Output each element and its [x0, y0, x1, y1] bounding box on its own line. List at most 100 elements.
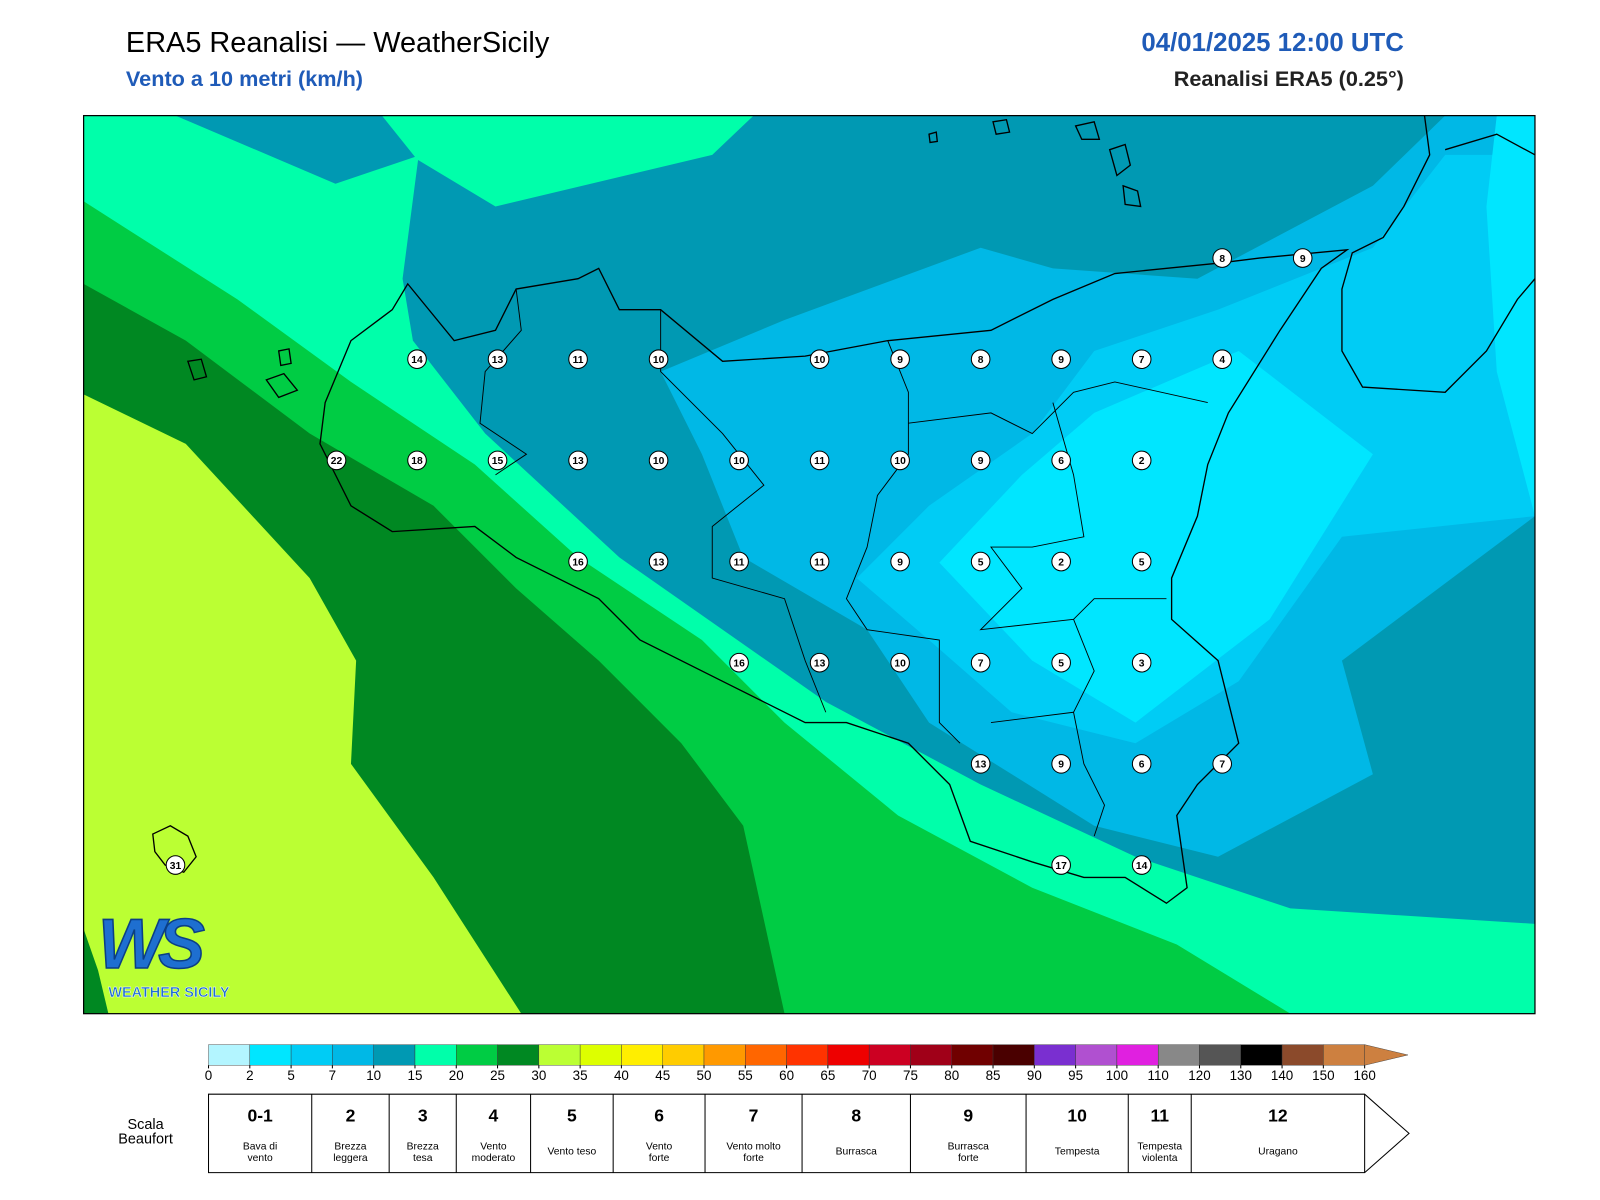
- station-value: 2: [1139, 456, 1145, 467]
- beaufort-desc: forte: [958, 1153, 979, 1164]
- station-value: 15: [492, 456, 504, 467]
- colorbar-bin: [910, 1044, 952, 1066]
- beaufort-desc: Burrasca: [948, 1142, 990, 1153]
- wind-field: [1486, 115, 1535, 517]
- coastline: [152, 115, 1535, 905]
- station-value: 11: [573, 355, 584, 366]
- colorbar-tick-label: 50: [697, 1068, 712, 1083]
- beaufort-label: Scala: [127, 1117, 164, 1133]
- colorbar-tick-label: 30: [531, 1068, 546, 1083]
- colorbar-bin: [249, 1044, 292, 1066]
- station-value: 10: [894, 658, 906, 669]
- station-marker: [165, 855, 186, 875]
- colorbar-tick-label: 70: [862, 1068, 877, 1083]
- colorbar-bin: [621, 1044, 663, 1066]
- station-value: 10: [653, 355, 665, 366]
- station-value: 5: [978, 557, 984, 568]
- station-marker: [890, 551, 910, 572]
- beaufort-desc: leggera: [333, 1153, 368, 1164]
- station-marker: [890, 450, 910, 471]
- station-value: 13: [814, 658, 826, 669]
- wind-field: [939, 350, 1373, 723]
- station-marker: [1131, 652, 1152, 673]
- station-marker: [809, 349, 830, 370]
- station-value: 10: [733, 456, 745, 467]
- station-value: 9: [897, 355, 903, 366]
- colorbar-tick-label: 130: [1230, 1068, 1252, 1083]
- colorbar-tick-label: 20: [449, 1068, 464, 1083]
- station-marker: [1131, 551, 1152, 572]
- colorbar-bin: [745, 1044, 787, 1066]
- colorbar: 0 2 5 7 10 15 20 25 30 35 40 45 50 55 60 65 70 75 80 85 90 95…: [205, 1044, 1409, 1083]
- station-marker: [568, 349, 588, 370]
- beaufort-desc: vento: [248, 1153, 273, 1164]
- colorbar-tick-label: 35: [573, 1068, 588, 1083]
- station-value: 7: [978, 658, 984, 669]
- colorbar-tick-label: 25: [490, 1068, 505, 1083]
- station-value: 10: [814, 355, 826, 366]
- beaufort-force: 3: [418, 1106, 428, 1126]
- station-marker: [729, 450, 749, 471]
- map-frame: [82, 114, 1536, 1015]
- colorbar-bin: [579, 1044, 622, 1066]
- colorbar-tick-label: 110: [1148, 1068, 1169, 1083]
- colorbar-tick-label: 80: [944, 1068, 959, 1083]
- colorbar-bin: [290, 1044, 333, 1066]
- station-marker: [1292, 248, 1313, 268]
- colorbar-tick-label: 0: [205, 1068, 212, 1083]
- station-value: 8: [1219, 254, 1225, 265]
- colorbar-tick-label: 65: [820, 1068, 835, 1083]
- station-marker: [407, 450, 427, 471]
- station-marker: [407, 349, 427, 370]
- station-marker: [890, 349, 910, 370]
- station-marker: [970, 652, 991, 673]
- colorbar-tick-label: 150: [1312, 1068, 1334, 1083]
- beaufort-desc: tesa: [413, 1153, 433, 1164]
- beaufort-force: 2: [346, 1106, 356, 1126]
- station-marker: [729, 652, 749, 673]
- beaufort-desc: Brezza: [334, 1142, 366, 1153]
- colorbar-tick-label: 15: [408, 1068, 423, 1083]
- colorbar-extension: [1364, 1044, 1409, 1066]
- station-marker: [648, 349, 669, 370]
- beaufort-force: 7: [749, 1106, 759, 1126]
- station-value: 9: [1300, 254, 1306, 265]
- beaufort-desc: Tempesta: [1055, 1147, 1100, 1158]
- colorbar-bin: [1116, 1044, 1159, 1066]
- beaufort-desc: Vento teso: [547, 1147, 596, 1158]
- station-marker: [970, 349, 991, 370]
- station-marker: [326, 450, 347, 471]
- station-marker: [1131, 450, 1152, 471]
- wind-field: [83, 394, 522, 1014]
- colorbar-bin: [1157, 1044, 1200, 1066]
- station-marker: [1131, 349, 1152, 370]
- colorbar-bin: [1323, 1044, 1365, 1066]
- station-value: 11: [734, 557, 745, 568]
- station-value: 9: [1058, 355, 1064, 366]
- station-value: 11: [814, 557, 825, 568]
- station-marker: [970, 754, 991, 774]
- station-marker: [809, 551, 830, 572]
- beaufort-force: 11: [1150, 1106, 1169, 1126]
- colorbar-bin: [1281, 1044, 1324, 1066]
- station-value: 16: [733, 658, 745, 669]
- colorbar-tick-label: 40: [614, 1068, 629, 1083]
- colorbar-tick-label: 2: [246, 1068, 253, 1083]
- wind-field: [83, 929, 109, 1014]
- station-value: 13: [572, 456, 584, 467]
- beaufort-force: 10: [1067, 1106, 1087, 1126]
- station-marker: [729, 551, 749, 572]
- colorbar-tick-label: 45: [655, 1068, 670, 1083]
- colorbar-bin: [1034, 1044, 1076, 1066]
- colorbar-tick-label: 140: [1271, 1068, 1293, 1083]
- colorbar-tick-label: 120: [1188, 1068, 1210, 1083]
- datetime: 04/01/2025 12:00 UTC: [1141, 29, 1403, 57]
- beaufort-force: 4: [489, 1106, 499, 1126]
- station-marker: [1131, 855, 1152, 875]
- map: [83, 115, 1535, 1014]
- station-value: 16: [572, 557, 584, 568]
- colorbar-bin: [992, 1044, 1035, 1066]
- colorbar-tick-label: 75: [903, 1068, 918, 1083]
- source: Reanalisi ERA5 (0.25°): [1174, 66, 1404, 91]
- colorbar-tick-label: 85: [986, 1068, 1001, 1083]
